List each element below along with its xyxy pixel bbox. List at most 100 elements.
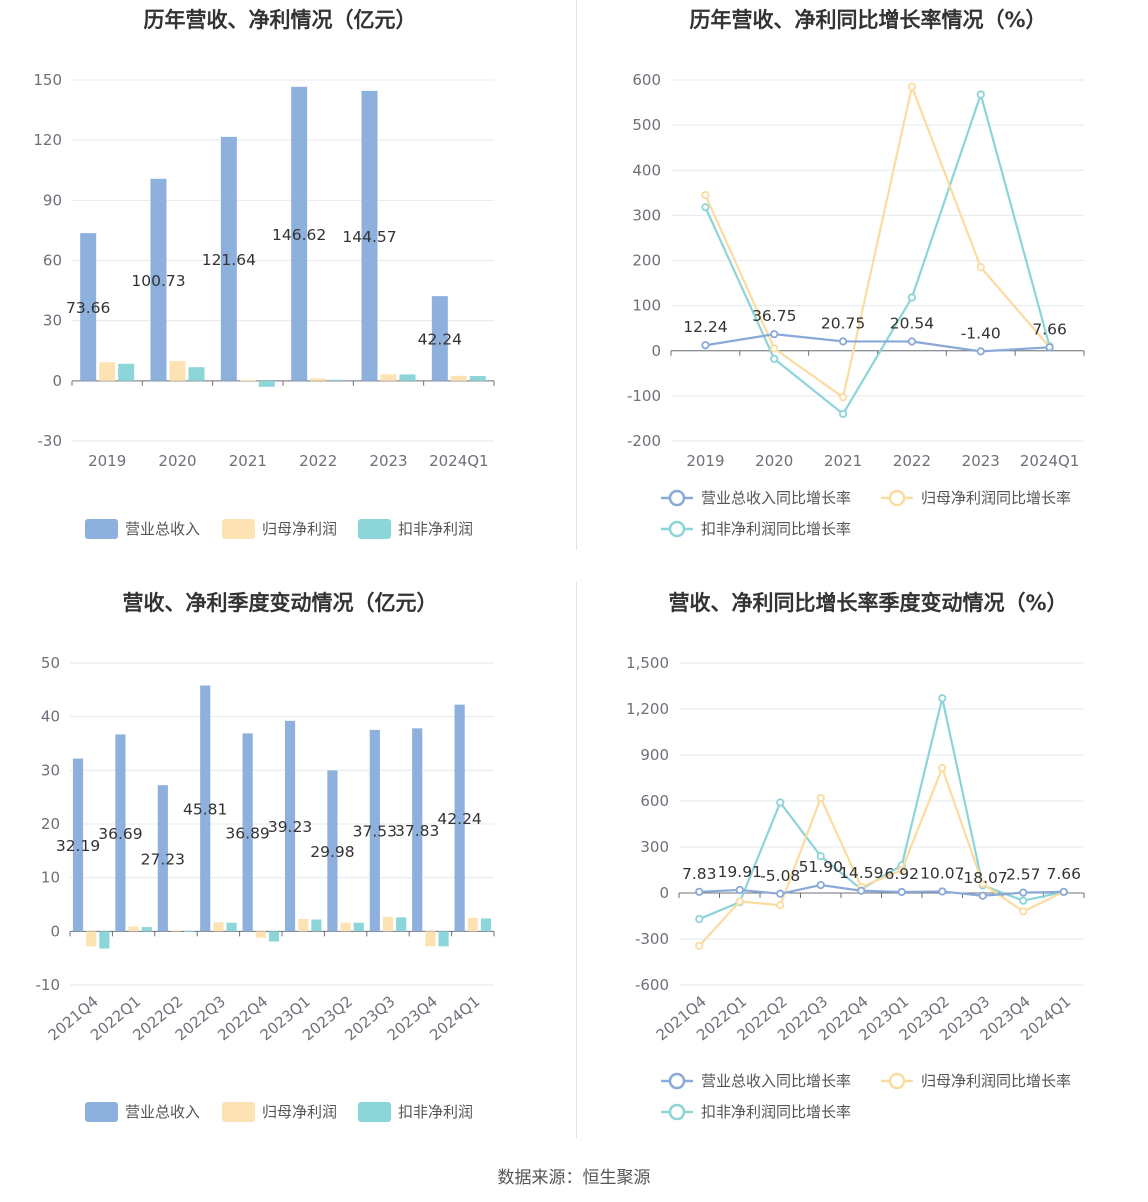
data-label: 37.53 (353, 823, 397, 841)
legend-label: 扣非净利润 (398, 1103, 473, 1121)
data-label: 19.91 (718, 863, 762, 881)
data-label: -18.07 (958, 869, 1008, 887)
data-label: 20.75 (821, 314, 865, 332)
bar-deducted-net-profit (184, 930, 195, 932)
bar-net-profit (169, 360, 186, 381)
x-tick-label: 2019 (88, 452, 126, 470)
y-tick-label: -100 (627, 387, 661, 405)
data-point (776, 889, 785, 898)
bar-deducted-net-profit (311, 919, 322, 932)
bar-net-profit (382, 916, 394, 932)
data-label: 36.89 (225, 824, 269, 842)
bar-net-profit (213, 922, 224, 932)
chart-quarterly-growth: -600-30003006009001,2001,5002021Q42022Q1… (626, 654, 1085, 1121)
chart-title: 历年营收、净利情况（亿元） (143, 8, 417, 32)
legend-label: 归母净利润同比增长率 (921, 1072, 1071, 1090)
legend-swatch (222, 519, 255, 539)
panel-annual-amount: 历年营收、净利情况（亿元） -30 0 30 60 90 120 150 2019 2020 20… (0, 0, 560, 560)
bar-revenue (220, 136, 237, 381)
legend-swatch (358, 519, 391, 539)
chart-title: 历年营收、净利同比增长率情况（%） (689, 8, 1047, 32)
legend-swatch (222, 1102, 255, 1122)
bar-net-profit (255, 931, 266, 938)
y-tick-label: 30 (43, 312, 62, 330)
bar-deducted-net-profit (188, 367, 205, 381)
bar-revenue (454, 704, 465, 932)
data-point (938, 763, 947, 773)
data-point (1019, 907, 1028, 916)
bar-net-profit (128, 926, 139, 932)
data-label: 32.19 (56, 837, 100, 855)
data-point (776, 901, 785, 910)
legend-swatch (85, 519, 118, 539)
y-tick-label: 120 (33, 131, 62, 149)
data-label: 121.64 (202, 251, 256, 269)
bar-revenue (242, 733, 253, 932)
data-point (816, 793, 825, 803)
legend-label: 归母净利润 (262, 1103, 337, 1121)
bar-net-profit (239, 380, 256, 382)
bar-revenue (361, 90, 378, 381)
bar-net-profit (340, 922, 351, 932)
bar-net-profit (380, 374, 397, 381)
bar-revenue (115, 734, 126, 932)
data-point (907, 337, 917, 346)
bar-net-profit (425, 931, 436, 947)
x-tick-label: 2024Q1 (429, 452, 489, 470)
x-tick-label: 2023 (369, 452, 407, 470)
data-label: 12.24 (683, 318, 727, 336)
vertical-divider-bottom (576, 582, 577, 1138)
bar-revenue (284, 720, 296, 932)
vertical-divider-top (576, 0, 577, 550)
data-label: 2.57 (1006, 866, 1041, 884)
x-tick-label: 2019 (686, 452, 724, 470)
legend-label: 归母净利润 (262, 520, 337, 538)
x-tick-label: 2021 (824, 452, 862, 470)
data-point (1019, 888, 1028, 897)
data-label: 45.81 (183, 800, 227, 818)
bar-revenue (200, 685, 211, 932)
y-tick-label: 1,500 (626, 654, 669, 672)
data-point (976, 347, 985, 356)
bar-deducted-net-profit (353, 922, 364, 932)
bar-deducted-net-profit (141, 927, 152, 932)
data-point (1059, 887, 1068, 896)
data-point (770, 330, 779, 339)
data-point (897, 887, 906, 897)
legend-label: 扣非净利润同比增长率 (701, 1103, 851, 1121)
y-tick-label: -30 (38, 432, 63, 450)
legend-marker (888, 489, 906, 507)
chart-quarterly-amount: -10010203040502021Q42022Q12022Q22022Q320… (36, 654, 495, 1122)
legend-label: 营业总收入 (125, 520, 200, 538)
bar-net-profit (170, 930, 182, 932)
data-point (816, 880, 825, 890)
y-tick-label: 10 (41, 869, 60, 887)
bar-deducted-net-profit (268, 931, 280, 942)
legend-swatch (85, 1102, 118, 1122)
data-point (695, 914, 704, 924)
data-point (838, 409, 848, 419)
bar-deducted-net-profit (399, 374, 416, 381)
bar-deducted-net-profit (329, 379, 346, 381)
data-point (838, 337, 848, 346)
data-label: 14.59 (839, 864, 883, 882)
x-tick-label: 2020 (755, 452, 793, 470)
y-tick-label: 90 (43, 191, 62, 209)
data-point (695, 941, 704, 950)
series-line (704, 90, 1051, 416)
y-tick-label: 900 (640, 746, 669, 764)
y-tick-label: 300 (632, 206, 661, 224)
legend-marker (668, 1072, 686, 1090)
bar-revenue (369, 729, 380, 932)
y-tick-label: -10 (36, 976, 61, 994)
y-tick-label: 600 (632, 71, 661, 89)
y-tick-label: 200 (632, 252, 661, 270)
data-label: 73.66 (66, 299, 110, 317)
bar-net-profit (450, 375, 467, 381)
series-line (698, 698, 1064, 921)
data-label: 7.66 (1046, 865, 1081, 883)
data-point (1045, 343, 1054, 352)
y-tick-label: 40 (41, 708, 60, 726)
y-tick-label: -300 (635, 930, 669, 948)
data-source-note: 数据来源：恒生聚源 (497, 1168, 651, 1188)
